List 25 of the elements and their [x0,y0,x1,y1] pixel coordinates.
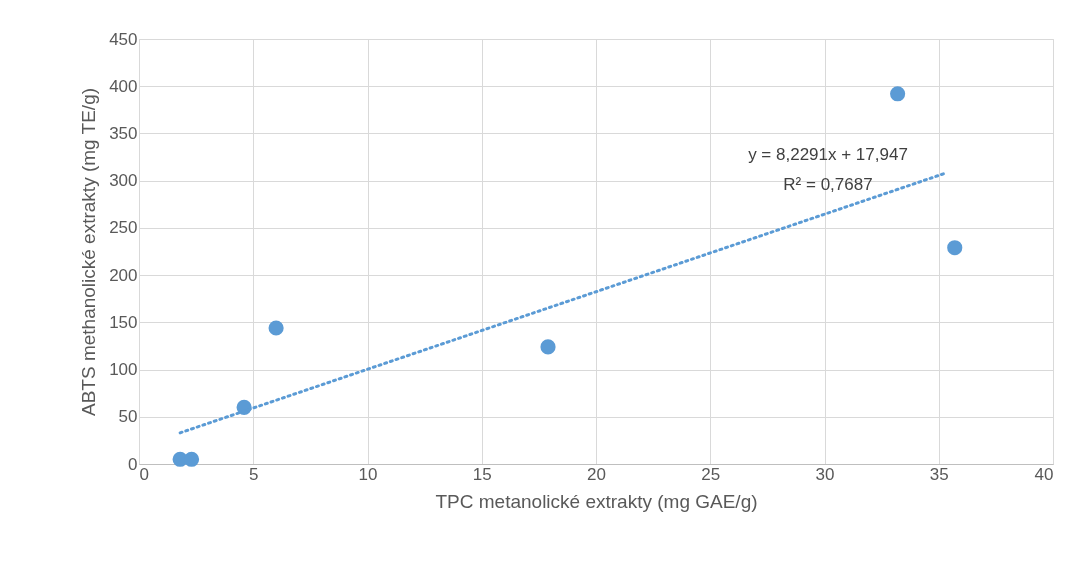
x-tick-label: 15 [472,464,492,484]
y-tick-label: 200 [109,265,138,285]
x-tick-label: 25 [701,464,721,484]
y-tick-label: 350 [109,123,138,143]
x-tick-label: 20 [587,464,606,484]
y-tick-label: 250 [109,218,138,238]
x-tick-label: 5 [249,464,259,484]
y-axis-title: ABTS methanolické extrakty (mg TE/g) [78,87,100,417]
y-tick-label: 300 [109,171,138,191]
point [947,240,963,256]
y-tick-label: 400 [109,76,138,96]
point [268,320,284,336]
x-tick-label: 40 [1034,464,1054,484]
y-tick-label: 450 [109,29,138,49]
annotation: R² = 0,7687 [783,175,873,194]
annotation: y = 8,2291x + 17,947 [748,145,908,164]
x-tick-label: 30 [815,464,835,484]
x-tick-label: 35 [929,464,949,484]
x-tick-label: 10 [358,464,378,484]
y-tick-label: 100 [109,360,138,380]
y-tick-label: 150 [109,312,138,332]
point [890,86,906,102]
point [540,339,556,355]
x-axis-title: TPC metanolické extrakty (mg GAE/g) [435,490,758,512]
y-tick-label: 50 [118,407,138,427]
